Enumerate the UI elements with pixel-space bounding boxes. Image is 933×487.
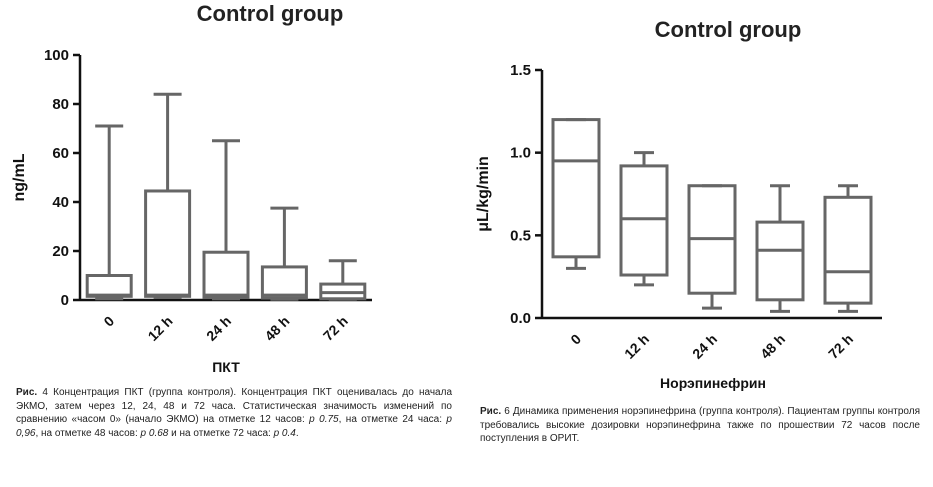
x-category-label: 24 h xyxy=(689,331,720,362)
figure-6-caption: Рис. 6 Динамика применения норэпинефрина… xyxy=(480,405,920,446)
iqr-box xyxy=(260,265,308,300)
x-category-label: 72 h xyxy=(825,331,856,362)
y-tick-label: 40 xyxy=(52,194,69,211)
y-tick-label: 1.5 xyxy=(510,62,531,79)
caption-end: . xyxy=(295,427,299,439)
iqr-box xyxy=(755,220,805,302)
box-24h xyxy=(202,139,250,301)
x-category-label: 0 xyxy=(100,313,117,330)
y-axis-label: μL/kg/min xyxy=(475,156,492,232)
y-tick-label: 80 xyxy=(52,96,69,113)
iqr-box xyxy=(823,195,873,305)
chart-title: Control group xyxy=(197,1,344,26)
iqr-box xyxy=(619,164,669,277)
caption-label: Рис. xyxy=(480,406,502,417)
x-category-label: 72 h xyxy=(320,313,351,344)
box-0 xyxy=(551,118,601,270)
caption-text-2: , на отметке 24 часа: xyxy=(338,414,447,425)
box-24h xyxy=(687,184,737,310)
y-tick-label: 0.0 xyxy=(510,310,531,327)
y-tick-label: 20 xyxy=(52,243,69,260)
figure-4-caption: Рис. 4 Концентрация ПКТ (группа контроля… xyxy=(16,386,452,440)
box-48h xyxy=(755,184,805,313)
box-48h xyxy=(260,206,308,301)
p-value-12h: p 0.75 xyxy=(309,414,339,425)
y-tick-label: 0 xyxy=(61,292,69,309)
y-tick-label: 1.0 xyxy=(510,145,531,162)
x-category-label: 48 h xyxy=(261,313,292,344)
iqr-box xyxy=(551,118,601,259)
caption-label: Рис. xyxy=(16,387,38,398)
p-value-48h: p 0.68 xyxy=(140,427,169,439)
iqr-box xyxy=(85,274,133,298)
y-tick-label: 0.5 xyxy=(510,227,531,244)
caption-text-4: и на отметке 72 часа: xyxy=(168,427,274,439)
x-category-label: 0 xyxy=(567,331,584,348)
p-value-24h: p 0,96 xyxy=(16,414,452,439)
norepinephrine-box-plot: Control group 0.0 0.5 1.0 1.5 μL/kg/min 0 12 h 2… xyxy=(475,17,882,391)
x-axis-label: Норэпинефрин xyxy=(660,375,766,391)
chart-title: Control group xyxy=(655,17,802,42)
x-category-label: 12 h xyxy=(621,331,652,362)
norepinephrine-chart-panel: Control group 0.0 0.5 1.0 1.5 μL/kg/min 0 12 h 2… xyxy=(466,0,933,487)
y-tick-label: 60 xyxy=(52,145,69,162)
box-12h xyxy=(144,92,192,300)
x-category-label: 24 h xyxy=(203,313,234,344)
caption-text-3: , на отметке 48 часов: xyxy=(35,427,141,439)
x-axis-label: ПКТ xyxy=(212,359,240,375)
x-category-label: 48 h xyxy=(757,331,788,362)
x-category-label: 12 h xyxy=(145,313,176,344)
caption-text: Концентрация ПКТ (группа контроля). Конц… xyxy=(16,387,453,425)
box-12h xyxy=(619,151,669,287)
iqr-box xyxy=(144,189,192,298)
y-tick-label: 100 xyxy=(44,47,69,64)
box-72h xyxy=(319,259,367,301)
pct-chart-panel: Control group 0 20 40 60 80 100 ng/mL 0 12 h 24 h 4… xyxy=(0,0,466,487)
box-72h xyxy=(823,184,873,313)
caption-number: 6 xyxy=(504,406,510,417)
caption-number: 4 xyxy=(42,387,48,398)
box-0 xyxy=(85,124,133,301)
caption-text: Динамика применения норэпинефрина (групп… xyxy=(480,406,921,444)
y-axis-label: ng/mL xyxy=(11,153,28,201)
iqr-box xyxy=(202,250,250,300)
pct-box-plot: Control group 0 20 40 60 80 100 ng/mL 0 12 h 24 h 4… xyxy=(11,1,372,375)
p-value-72h: p 0.4 xyxy=(273,427,296,439)
